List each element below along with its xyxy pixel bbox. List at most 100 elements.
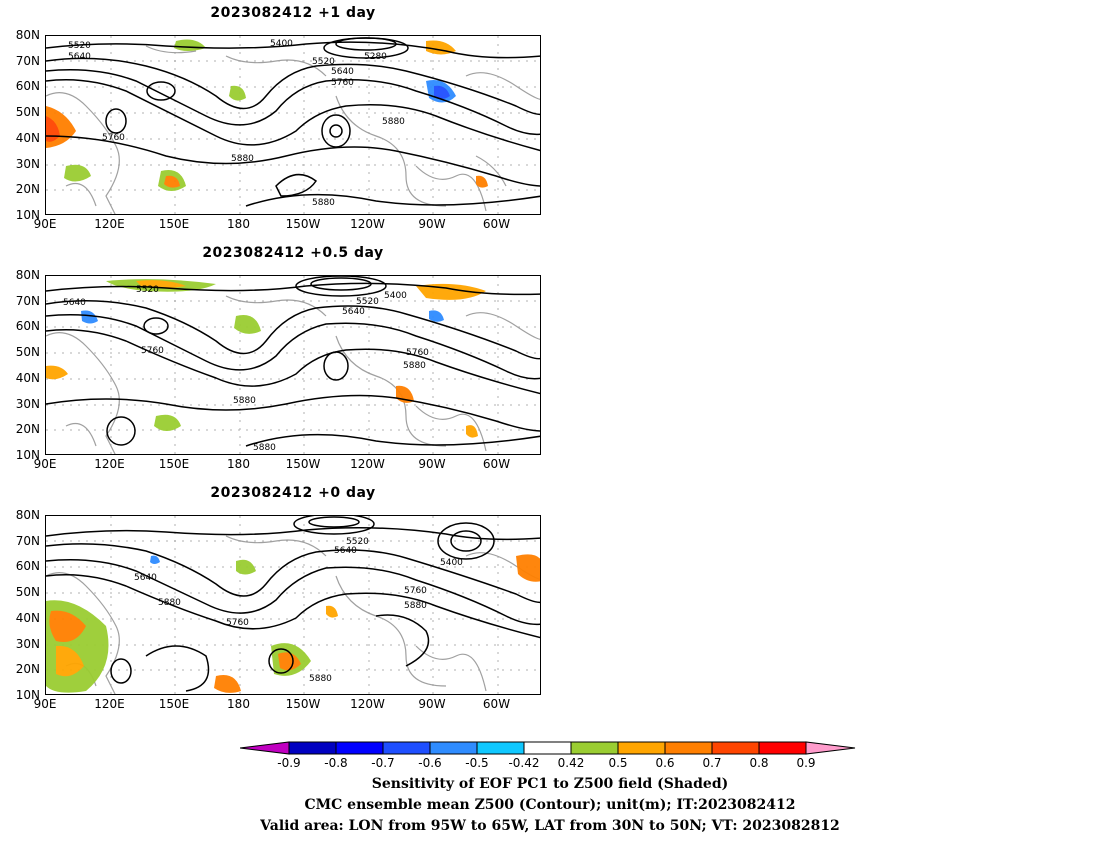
contour-label: 5400 <box>270 39 293 49</box>
caption-line-1: Sensitivity of EOF PC1 to Z500 field (Sh… <box>371 776 729 792</box>
lon-tick-label: 150E <box>158 217 190 231</box>
lat-tick-label: 20N <box>15 662 40 677</box>
contour-label: 5520 <box>68 41 91 51</box>
colorbar-tick-label: 0.6 <box>655 756 675 770</box>
lat-tick-label: 80N <box>15 508 40 522</box>
lon-tick-label: 120W <box>350 697 385 711</box>
colorbar-tick-label: 0.9 <box>796 756 816 770</box>
lon-tick-label: 150W <box>285 697 321 711</box>
map-frame: 5400 5520 5640 5280 5520 5640 5760 5880 … <box>45 35 541 215</box>
contour-label: 5640 <box>134 573 157 583</box>
lat-tick-label: 80N <box>15 268 40 282</box>
lon-tick-label: 150W <box>285 217 321 231</box>
contour-label: 5640 <box>334 546 357 556</box>
panel-title: 2023082412 +0 day <box>210 485 376 501</box>
lat-tick-label: 10N <box>15 207 40 222</box>
colorbar-segment <box>335 741 384 755</box>
colorbar-svg <box>239 741 856 755</box>
contour-label: 5760 <box>141 346 164 356</box>
colorbar-tick-label: 0.7 <box>702 756 722 770</box>
contour-label: 5880 <box>231 154 254 164</box>
contour-label: 5880 <box>403 361 426 371</box>
lon-tick-label: 60W <box>482 457 511 471</box>
lon-tick-label: 120E <box>94 697 125 711</box>
colorbar-segment <box>476 741 525 755</box>
colorbar-tick-label: -0.9 <box>277 756 301 770</box>
lat-tick-label: 50N <box>15 585 40 600</box>
lat-tick-label: 20N <box>15 182 40 197</box>
contour-label: 5640 <box>68 52 91 62</box>
contour-label: 5760 <box>226 618 249 628</box>
colorbar-max-arrow <box>805 741 856 755</box>
lon-tick-label: 120W <box>350 457 385 471</box>
map-plot: 5400 5520 5640 5280 5520 5640 5760 5880 … <box>46 36 540 214</box>
lat-tick-label: 40N <box>15 370 40 385</box>
lon-tick-label: 90W <box>418 697 446 711</box>
map-plot: 5520 5640 5400 5640 5880 5760 5760 5880 … <box>46 516 540 694</box>
contour-lines <box>46 276 540 447</box>
colorbar: -0.9 -0.8 -0.7 -0.6 -0.5 -0.42 0.42 0.5 0.6 0.7 0.… <box>239 740 860 780</box>
shading-patches <box>46 279 486 438</box>
lat-tick-label: 30N <box>15 396 40 411</box>
lon-tick-label: 120W <box>350 217 385 231</box>
lon-tick-label: 150E <box>158 457 190 471</box>
colorbar-segment <box>664 741 713 755</box>
contour-label: 5880 <box>382 117 405 127</box>
contour-label: 5880 <box>253 443 276 453</box>
colorbar-min-arrow <box>239 741 290 755</box>
lon-tick-label: 60W <box>482 697 511 711</box>
lat-tick-label: 30N <box>15 636 40 651</box>
panel-title: 2023082412 +0.5 day <box>202 245 384 261</box>
colorbar-segment <box>711 741 760 755</box>
lat-tick-label: 60N <box>15 79 40 94</box>
contour-label: 5760 <box>102 133 125 143</box>
contour-label: 5760 <box>406 348 429 358</box>
contour-label: 5520 <box>356 297 379 307</box>
shading-patches <box>46 39 488 191</box>
lon-tick-label: 90W <box>418 457 446 471</box>
contour-label: 5760 <box>404 586 427 596</box>
contour-label: 5400 <box>440 558 463 568</box>
lat-tick-label: 40N <box>15 610 40 625</box>
lat-tick-label: 40N <box>15 130 40 145</box>
lon-tick-label: 150E <box>158 697 190 711</box>
lon-tick-label: 90E <box>33 457 57 471</box>
colorbar-tick-label: 0.42 <box>557 756 585 770</box>
lon-tick-label: 60W <box>482 217 511 231</box>
colorbar-segment <box>617 741 666 755</box>
lat-tick-label: 70N <box>15 293 40 308</box>
colorbar-tick-label: -0.5 <box>465 756 489 770</box>
contour-label: 5640 <box>331 67 354 77</box>
lon-tick-label: 180 <box>227 217 250 231</box>
lat-tick-label: 10N <box>15 447 40 462</box>
lon-tick-label: 90W <box>418 217 446 231</box>
lon-tick-label: 150W <box>285 457 321 471</box>
lat-tick-label: 70N <box>15 533 40 548</box>
contour-label: 5880 <box>309 674 332 684</box>
contour-label: 5640 <box>63 298 86 308</box>
contour-label: 5880 <box>404 601 427 611</box>
lon-tick-label: 120E <box>94 457 125 471</box>
lat-tick-label: 60N <box>15 559 40 574</box>
map-frame: 5520 5640 5400 5640 5880 5760 5760 5880 … <box>45 515 541 695</box>
contour-label: 5880 <box>233 396 256 406</box>
caption-line-3: Valid area: LON from 95W to 65W, LAT fro… <box>260 818 840 834</box>
colorbar-segment <box>570 741 619 755</box>
map-panel-plus1day: 2023082412 +1 day <box>0 5 560 245</box>
colorbar-tick-label: -0.7 <box>371 756 395 770</box>
lat-tick-label: 50N <box>15 105 40 120</box>
contour-label: 5760 <box>331 78 354 88</box>
map-frame: 5520 5640 5400 5520 5640 5760 5760 5880 … <box>45 275 541 455</box>
contour-lines <box>46 37 540 207</box>
colorbar-tick-label: 0.5 <box>608 756 628 770</box>
lat-tick-label: 20N <box>15 422 40 437</box>
lon-tick-label: 180 <box>227 697 250 711</box>
colorbar-segment <box>758 741 807 755</box>
lat-tick-label: 70N <box>15 53 40 68</box>
panel-title: 2023082412 +1 day <box>210 5 376 21</box>
contour-label: 5280 <box>364 52 387 62</box>
colorbar-segment <box>382 741 431 755</box>
contour-label: 5400 <box>384 291 407 301</box>
contour-label: 5880 <box>312 198 335 208</box>
colorbar-tick-label: 0.8 <box>749 756 769 770</box>
